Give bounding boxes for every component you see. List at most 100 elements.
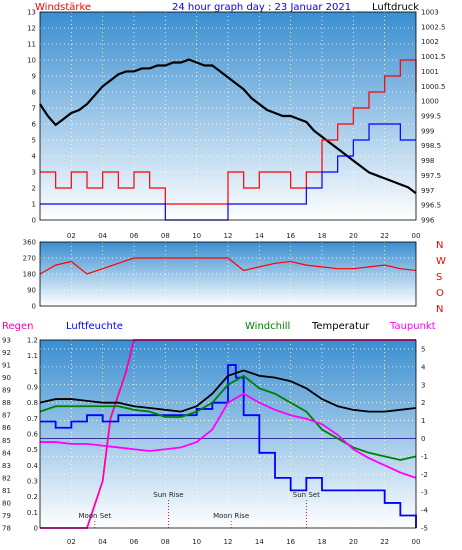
time-tick-label: 16 bbox=[286, 538, 295, 546]
time-tick-label: 06 bbox=[130, 232, 139, 240]
humidity-tick-label: 90 bbox=[2, 374, 11, 382]
series-windstärke bbox=[40, 123, 416, 221]
rain-tick-label: 1.1 bbox=[27, 352, 38, 360]
pressure-tick-label: 1000 bbox=[421, 98, 439, 106]
sun-moon-annotations: Moon Set Sun Rise Moon Rise Sun Set bbox=[78, 491, 320, 528]
windchill-legend: Windchill bbox=[245, 321, 290, 332]
humidity-tick-label: 85 bbox=[2, 437, 11, 445]
time-tick-label: 10 bbox=[192, 538, 201, 546]
humidity-tick-label: 79 bbox=[2, 512, 11, 520]
temperature-tick-label: 1 bbox=[421, 417, 425, 425]
event-label: Moon Set bbox=[78, 512, 111, 520]
rain-tick-label: 0 bbox=[34, 525, 38, 533]
climate-series bbox=[39, 339, 417, 529]
rain-tick-label: 0.2 bbox=[27, 493, 38, 501]
humidity-tick-label: 78 bbox=[2, 525, 11, 533]
wind-tick-label: 1 bbox=[32, 201, 36, 209]
humidity-tick-label: 92 bbox=[2, 349, 11, 357]
humidity-tick-label: 86 bbox=[2, 424, 11, 432]
pressure-tick-label: 998.5 bbox=[421, 142, 441, 150]
wind-strength-legend: Windstärke bbox=[35, 2, 91, 13]
direction-tick-label: 270 bbox=[23, 255, 36, 263]
pressure-tick-label: 998 bbox=[421, 157, 434, 165]
temperature-tick-label: 5 bbox=[421, 345, 425, 353]
pressure-tick-label: 997 bbox=[421, 187, 434, 195]
wind-tick-label: 6 bbox=[32, 121, 37, 129]
dewpoint-legend: Taupunkt bbox=[389, 321, 436, 332]
time-tick-label: 18 bbox=[318, 538, 327, 546]
series-temperatur bbox=[39, 369, 417, 413]
rain-axis: 1.2 1.1 1 0.9 0.8 0.7 0.6 0.5 0.4 0.3 0.2 0.1 0 bbox=[27, 337, 39, 533]
humidity-tick-label: 83 bbox=[2, 462, 11, 470]
rain-tick-label: 0.6 bbox=[27, 431, 39, 439]
compass-label: S bbox=[436, 272, 442, 283]
pressure-tick-label: 997.5 bbox=[421, 172, 441, 180]
compass-label: O bbox=[436, 288, 444, 299]
pressure-tick-label: 1002 bbox=[421, 38, 439, 46]
humidity-tick-label: 88 bbox=[2, 399, 11, 407]
pressure-tick-label: 1000.5 bbox=[421, 83, 446, 91]
direction-tick-label: 0 bbox=[32, 303, 36, 311]
time-tick-label: 10 bbox=[192, 232, 201, 240]
event-label: Moon Rise bbox=[213, 512, 249, 520]
time-tick-label: 04 bbox=[98, 232, 107, 240]
wind-tick-label: 11 bbox=[27, 41, 36, 49]
humidity-tick-label: 91 bbox=[2, 362, 11, 370]
humidity-tick-label: 84 bbox=[2, 449, 11, 457]
series-taupunkt bbox=[40, 392, 417, 479]
series-windböen bbox=[40, 59, 417, 205]
direction-tick-label: 360 bbox=[23, 239, 36, 247]
temperature-tick-label: 2 bbox=[421, 399, 425, 407]
compass-label: N bbox=[436, 240, 443, 251]
rain-tick-label: 1.2 bbox=[27, 337, 38, 345]
chart-title: 24 hour graph day : 23 Januar 2021 bbox=[172, 2, 351, 13]
wind-tick-label: 12 bbox=[27, 25, 36, 33]
pressure-tick-label: 1003 bbox=[421, 9, 439, 17]
time-tick-label: 02 bbox=[67, 232, 76, 240]
rain-tick-label: 0.4 bbox=[27, 462, 39, 470]
pressure-tick-label: 996 bbox=[421, 217, 435, 225]
temperature-tick-label: -5 bbox=[421, 525, 428, 533]
temperature-tick-label: 4 bbox=[421, 363, 426, 371]
humidity-tick-label: 81 bbox=[2, 487, 11, 495]
pressure-tick-label: 999 bbox=[421, 127, 434, 135]
humidity-tick-label: 93 bbox=[2, 337, 11, 345]
temperature-tick-label: 3 bbox=[421, 381, 425, 389]
wind-tick-label: 13 bbox=[27, 9, 36, 17]
series-luftfeuchte bbox=[40, 364, 417, 528]
rain-tick-label: 0.3 bbox=[27, 478, 38, 486]
wind-pressure-frame bbox=[39, 11, 417, 221]
rain-tick-label: 0.5 bbox=[27, 446, 38, 454]
pressure-legend: Luftdruck bbox=[372, 2, 419, 13]
time-tick-label: 08 bbox=[161, 538, 170, 546]
rain-tick-label: 0.7 bbox=[27, 415, 38, 423]
series-luftdruck bbox=[39, 58, 417, 195]
wind-tick-label: 7 bbox=[32, 105, 36, 113]
time-tick-label: 12 bbox=[224, 538, 233, 546]
series-windchill bbox=[39, 374, 417, 461]
humidity-legend: Luftfeuchte bbox=[66, 321, 123, 332]
time-tick-label: 20 bbox=[349, 538, 358, 546]
wind-tick-label: 0 bbox=[32, 217, 36, 225]
time-axis-top: 02 04 06 08 10 12 14 16 18 20 22 00 bbox=[67, 232, 421, 240]
pressure-tick-label: 1001 bbox=[421, 68, 439, 76]
time-tick-label: 22 bbox=[380, 538, 389, 546]
time-axis-bottom: 02 04 06 08 10 12 14 16 18 20 22 00 bbox=[67, 538, 421, 546]
wind-direction-series bbox=[39, 257, 417, 275]
wind-tick-label: 4 bbox=[32, 153, 37, 161]
time-tick-label: 16 bbox=[286, 232, 295, 240]
wind-tick-label: 10 bbox=[27, 57, 36, 65]
rain-tick-label: 0.9 bbox=[27, 384, 38, 392]
rain-tick-label: 0.8 bbox=[27, 399, 38, 407]
humidity-tick-label: 89 bbox=[2, 387, 11, 395]
temperature-tick-label: -1 bbox=[421, 453, 428, 461]
wind-direction-axis: 360 270 180 90 0 bbox=[23, 239, 36, 311]
time-tick-label: 02 bbox=[67, 538, 76, 546]
pressure-tick-label: 996.5 bbox=[421, 202, 441, 210]
time-tick-label: 12 bbox=[224, 232, 233, 240]
temperature-tick-label: -2 bbox=[421, 471, 428, 479]
wind-direction-frame bbox=[39, 241, 417, 307]
direction-tick-label: 180 bbox=[23, 271, 36, 279]
